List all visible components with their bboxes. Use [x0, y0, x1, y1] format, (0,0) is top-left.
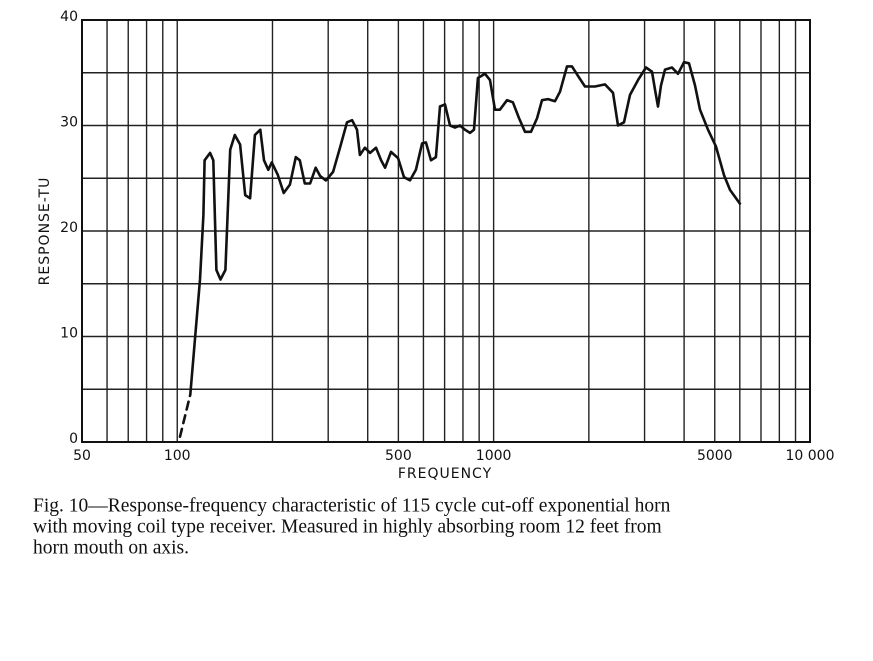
y-axis-label: RESPONSE-TU [37, 177, 53, 286]
plot-frame [81, 19, 811, 443]
x-axis-label: FREQUENCY [398, 466, 492, 482]
y-tick-label: 20 [60, 220, 78, 236]
y-tick-label: 40 [60, 9, 78, 25]
caption-line: Fig. 10—Response-frequency characteristi… [33, 495, 671, 516]
y-tick-label: 30 [60, 115, 78, 131]
y-tick-label: 0 [69, 431, 78, 447]
x-tick-label: 10 000 [786, 448, 835, 464]
line-series [178, 393, 192, 439]
line-series [189, 60, 742, 396]
y-tick-label: 10 [60, 326, 78, 342]
x-tick-label: 5000 [697, 448, 733, 464]
caption-line: with moving coil type receiver. Measured… [33, 516, 662, 537]
x-tick-label: 100 [164, 448, 191, 464]
x-tick-label: 1000 [476, 448, 512, 464]
x-tick-label: 500 [385, 448, 412, 464]
caption-line: horn mouth on axis. [33, 537, 189, 558]
x-tick-label: 50 [73, 448, 91, 464]
